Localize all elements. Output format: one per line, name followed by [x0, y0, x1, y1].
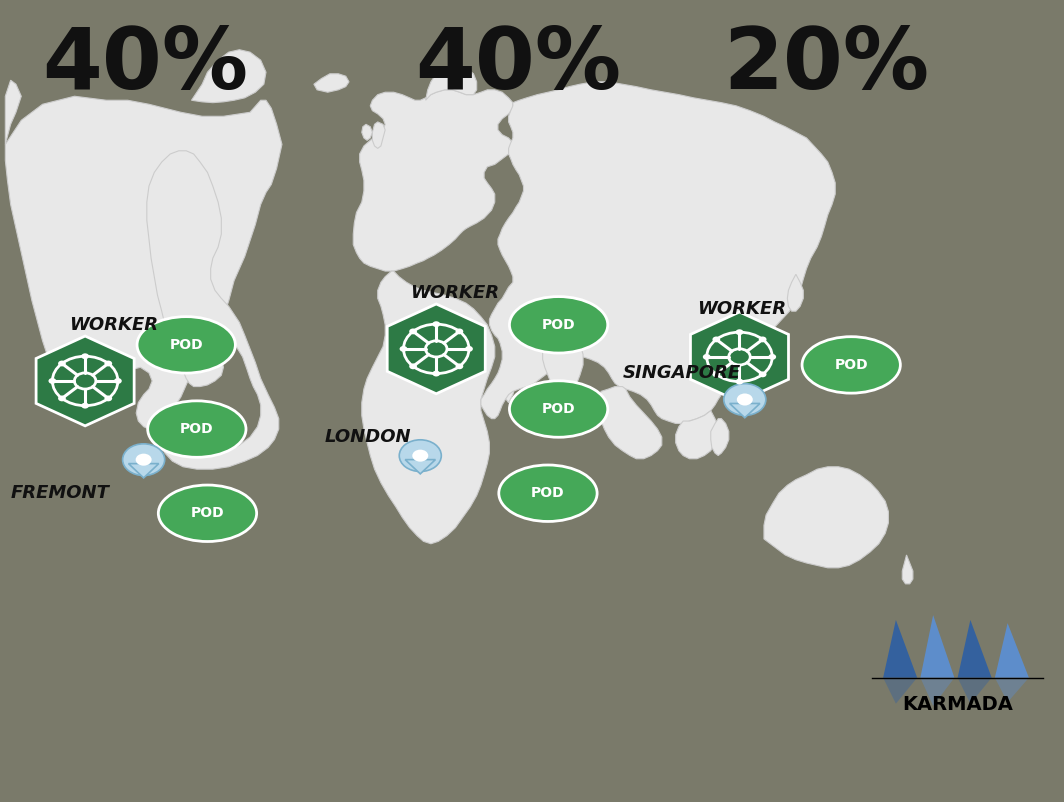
Circle shape — [735, 330, 744, 335]
Circle shape — [724, 383, 766, 415]
Polygon shape — [883, 678, 917, 703]
Polygon shape — [5, 96, 282, 429]
Circle shape — [59, 395, 66, 401]
Polygon shape — [129, 464, 159, 478]
Polygon shape — [920, 678, 954, 706]
Text: POD: POD — [169, 338, 203, 352]
Circle shape — [432, 322, 440, 327]
Polygon shape — [362, 124, 372, 140]
Circle shape — [759, 337, 766, 342]
Polygon shape — [995, 678, 1029, 703]
Ellipse shape — [802, 337, 900, 393]
Ellipse shape — [159, 485, 256, 541]
Text: 40%: 40% — [415, 24, 621, 107]
Polygon shape — [36, 336, 134, 426]
Polygon shape — [372, 122, 385, 148]
Polygon shape — [192, 50, 266, 103]
Polygon shape — [598, 387, 662, 459]
Circle shape — [465, 346, 472, 352]
Ellipse shape — [510, 381, 608, 437]
Polygon shape — [958, 678, 992, 703]
Text: POD: POD — [190, 506, 225, 520]
Polygon shape — [676, 411, 718, 459]
Polygon shape — [902, 555, 913, 584]
Polygon shape — [5, 80, 21, 144]
Ellipse shape — [499, 465, 597, 521]
Ellipse shape — [148, 401, 246, 457]
Polygon shape — [314, 74, 349, 92]
Polygon shape — [711, 419, 729, 456]
Text: POD: POD — [180, 422, 214, 436]
Circle shape — [49, 378, 56, 384]
Circle shape — [759, 371, 766, 377]
Polygon shape — [920, 615, 954, 678]
Circle shape — [410, 363, 417, 369]
Text: KARMADA: KARMADA — [902, 695, 1013, 715]
Circle shape — [455, 329, 463, 334]
Text: LONDON: LONDON — [325, 428, 411, 446]
Text: WORKER: WORKER — [410, 284, 499, 302]
Circle shape — [768, 354, 776, 360]
Polygon shape — [481, 82, 835, 423]
Text: POD: POD — [531, 486, 565, 500]
Circle shape — [104, 361, 112, 367]
Circle shape — [736, 394, 753, 406]
Circle shape — [399, 439, 442, 472]
Ellipse shape — [510, 297, 608, 353]
Text: SINGAPORE: SINGAPORE — [622, 364, 741, 382]
Circle shape — [703, 354, 711, 360]
Text: WORKER: WORKER — [69, 316, 159, 334]
Circle shape — [432, 371, 440, 376]
Text: POD: POD — [542, 402, 576, 416]
Polygon shape — [500, 357, 516, 403]
Text: WORKER: WORKER — [697, 300, 786, 318]
Polygon shape — [958, 620, 992, 678]
Polygon shape — [362, 271, 495, 544]
Polygon shape — [883, 620, 917, 678]
Polygon shape — [691, 312, 788, 402]
Text: FREMONT: FREMONT — [11, 484, 110, 502]
Circle shape — [410, 329, 417, 334]
Polygon shape — [387, 304, 485, 394]
Circle shape — [114, 378, 121, 384]
Text: POD: POD — [834, 358, 868, 372]
Polygon shape — [147, 151, 279, 469]
Polygon shape — [543, 322, 583, 399]
Circle shape — [400, 346, 408, 352]
Circle shape — [713, 371, 720, 377]
Text: 20%: 20% — [724, 24, 930, 107]
Circle shape — [135, 454, 152, 466]
Circle shape — [713, 337, 720, 342]
Polygon shape — [995, 623, 1029, 678]
Polygon shape — [787, 274, 803, 311]
Polygon shape — [405, 460, 435, 474]
Circle shape — [59, 361, 66, 367]
Circle shape — [81, 354, 89, 359]
Circle shape — [81, 403, 89, 408]
Circle shape — [455, 363, 463, 369]
Circle shape — [735, 379, 744, 384]
Polygon shape — [764, 467, 888, 568]
Text: POD: POD — [542, 318, 576, 332]
Polygon shape — [426, 66, 477, 100]
Circle shape — [104, 395, 112, 401]
Text: 40%: 40% — [43, 24, 249, 107]
Circle shape — [122, 444, 165, 476]
Ellipse shape — [137, 317, 235, 373]
Circle shape — [412, 450, 429, 462]
Polygon shape — [730, 403, 760, 418]
Polygon shape — [353, 90, 513, 271]
